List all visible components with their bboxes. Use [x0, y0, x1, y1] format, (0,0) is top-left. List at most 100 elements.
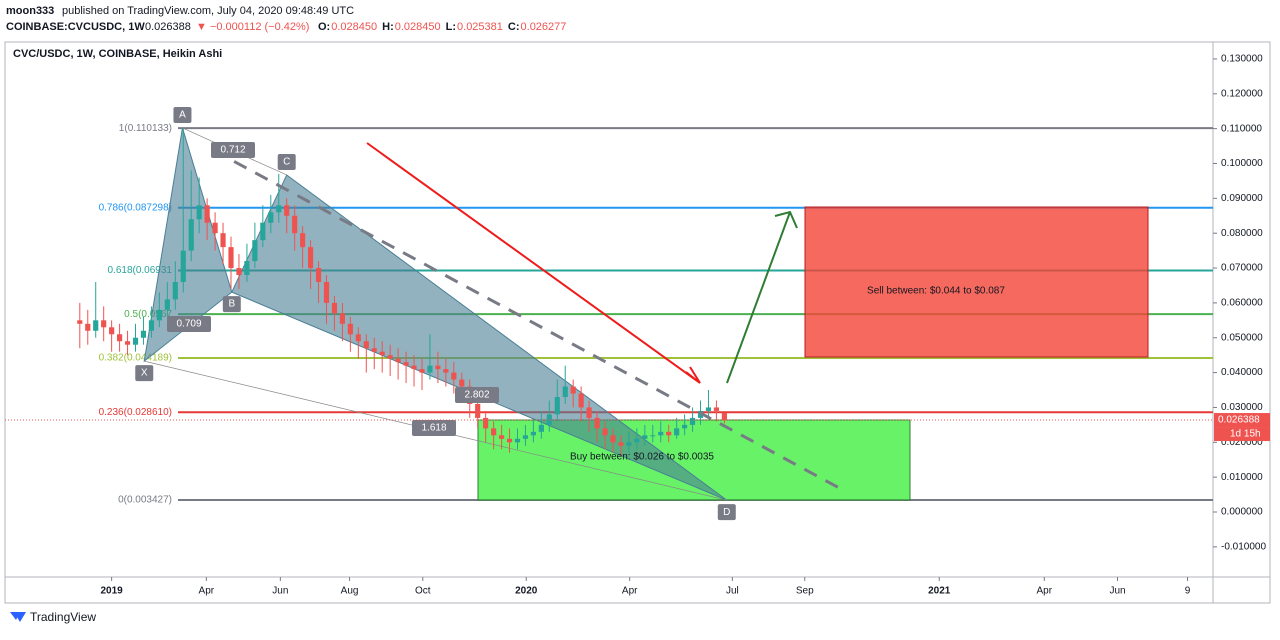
y-tick-label: 0.080000	[1221, 228, 1263, 239]
x-tick-label: 2020	[515, 586, 538, 597]
candle-body	[443, 369, 449, 373]
candle-body	[618, 442, 624, 446]
candle-body	[610, 435, 616, 443]
candle-body	[538, 424, 544, 432]
fib-label: 0.786(0.087298)	[99, 202, 172, 213]
sell-text: Sell between: $0.044 to $0.087	[867, 286, 1005, 297]
candle-body	[570, 386, 576, 394]
candle-body	[236, 268, 242, 276]
candle-body	[132, 337, 139, 345]
candle-body	[514, 438, 521, 443]
x-tick-label: 9	[1185, 586, 1191, 597]
ratio-box	[211, 142, 255, 158]
candle-body	[411, 365, 417, 370]
candle-body	[363, 341, 369, 349]
x-tick-label: Apr	[1037, 586, 1053, 597]
candle-body	[546, 414, 552, 425]
plot: 0.130000 0.120000 0.110000 0.100000 0.090000…	[5, 54, 1270, 597]
y-tick-label: 0.000000	[1221, 507, 1263, 518]
ohlc-item: O:	[318, 21, 330, 33]
candle-body	[562, 386, 568, 397]
point-box	[277, 153, 296, 170]
candle-body	[292, 215, 298, 234]
candle-body	[586, 407, 592, 418]
candle-body	[682, 424, 688, 429]
candle-body	[435, 365, 441, 370]
y-tick-label: 0.060000	[1221, 298, 1263, 309]
candle-body	[658, 431, 664, 436]
y-tick-label: 0.110000	[1221, 123, 1262, 134]
x-tick-label: 2021	[928, 586, 951, 597]
candle-body	[594, 417, 600, 429]
fib-label: 0.5(0.0567	[124, 309, 172, 320]
y-tick-label: 0.040000	[1221, 367, 1263, 378]
y-tick-label: 0.030000	[1221, 402, 1263, 413]
symbol: COINBASE:CVCUSDC, 1W	[6, 21, 145, 33]
ratio-label: 1.618	[421, 423, 446, 434]
chart-title: CVC/USDC, 1W, COINBASE, Heikin Ashi	[13, 48, 222, 60]
candle-body	[602, 428, 608, 436]
candle-body	[244, 261, 250, 276]
author: moon333	[6, 5, 54, 17]
candle-body	[674, 428, 680, 436]
ohlc-item: 0.028450	[331, 21, 377, 33]
candle-body	[180, 250, 186, 282]
x-tick-label: Sep	[796, 586, 814, 597]
candle-body	[228, 247, 234, 269]
point-box	[717, 504, 736, 521]
candle-body	[140, 330, 147, 338]
candle-body	[721, 412, 727, 421]
point-label: X	[141, 368, 148, 379]
ratio-box	[412, 420, 456, 436]
candle-body	[427, 365, 433, 373]
candle-body	[419, 369, 425, 373]
ohlc-item: C:	[508, 21, 520, 33]
y-tick-label: 0.020000	[1221, 437, 1263, 448]
published: published on TradingView.com, July 04, 2…	[62, 5, 354, 17]
fib-label: 0.236(0.028610)	[99, 407, 172, 418]
candle-body	[387, 355, 393, 359]
candle-body	[371, 348, 377, 352]
candle-body	[284, 205, 290, 216]
candle-body	[634, 438, 640, 443]
candle-body	[339, 313, 345, 324]
y-tick-label: 0.010000	[1221, 472, 1263, 483]
y-tick-label: 0.100000	[1221, 158, 1263, 169]
candle-body	[459, 379, 465, 387]
y-tick-label: 0.070000	[1221, 263, 1263, 274]
ohlc-item: L:	[446, 21, 456, 33]
ohlc-item: 0.028450	[395, 21, 441, 33]
y-tick-label: 0.090000	[1221, 193, 1263, 204]
candle-body	[705, 407, 712, 411]
candle-body	[109, 327, 115, 335]
candle-body	[315, 268, 322, 282]
y-tick-label: 0.130000	[1221, 54, 1263, 65]
point-box	[222, 296, 241, 313]
candle-body	[85, 323, 91, 331]
last-price-label: 0.026388	[1218, 415, 1260, 426]
candle-body	[483, 417, 489, 429]
countdown: 1d 15h	[1230, 429, 1261, 440]
point-label: A	[179, 110, 186, 121]
fib-label: 0.382(0.044189)	[99, 353, 172, 364]
candle-body	[331, 302, 338, 314]
ratio-label: 0.712	[220, 145, 245, 156]
last: 0.026388	[145, 21, 191, 33]
candle-body	[379, 351, 385, 356]
candle-body	[498, 435, 505, 439]
ohlc: O: 0.028450 H: 0.028450 L: 0.025381 C: 0.026277	[318, 21, 566, 33]
candle-body	[307, 247, 314, 269]
point-box	[173, 106, 192, 123]
red-arrow	[366, 142, 701, 384]
candle-body	[148, 320, 155, 331]
candle-body	[530, 431, 536, 436]
candle-body	[188, 219, 194, 251]
candle-body	[156, 309, 162, 321]
candle-body	[164, 299, 170, 310]
candle-body	[276, 205, 282, 213]
x-tick-label: Oct	[415, 586, 431, 597]
x-tick-label: 2019	[101, 586, 124, 597]
point-label: B	[228, 299, 235, 310]
candle-body	[506, 438, 513, 443]
